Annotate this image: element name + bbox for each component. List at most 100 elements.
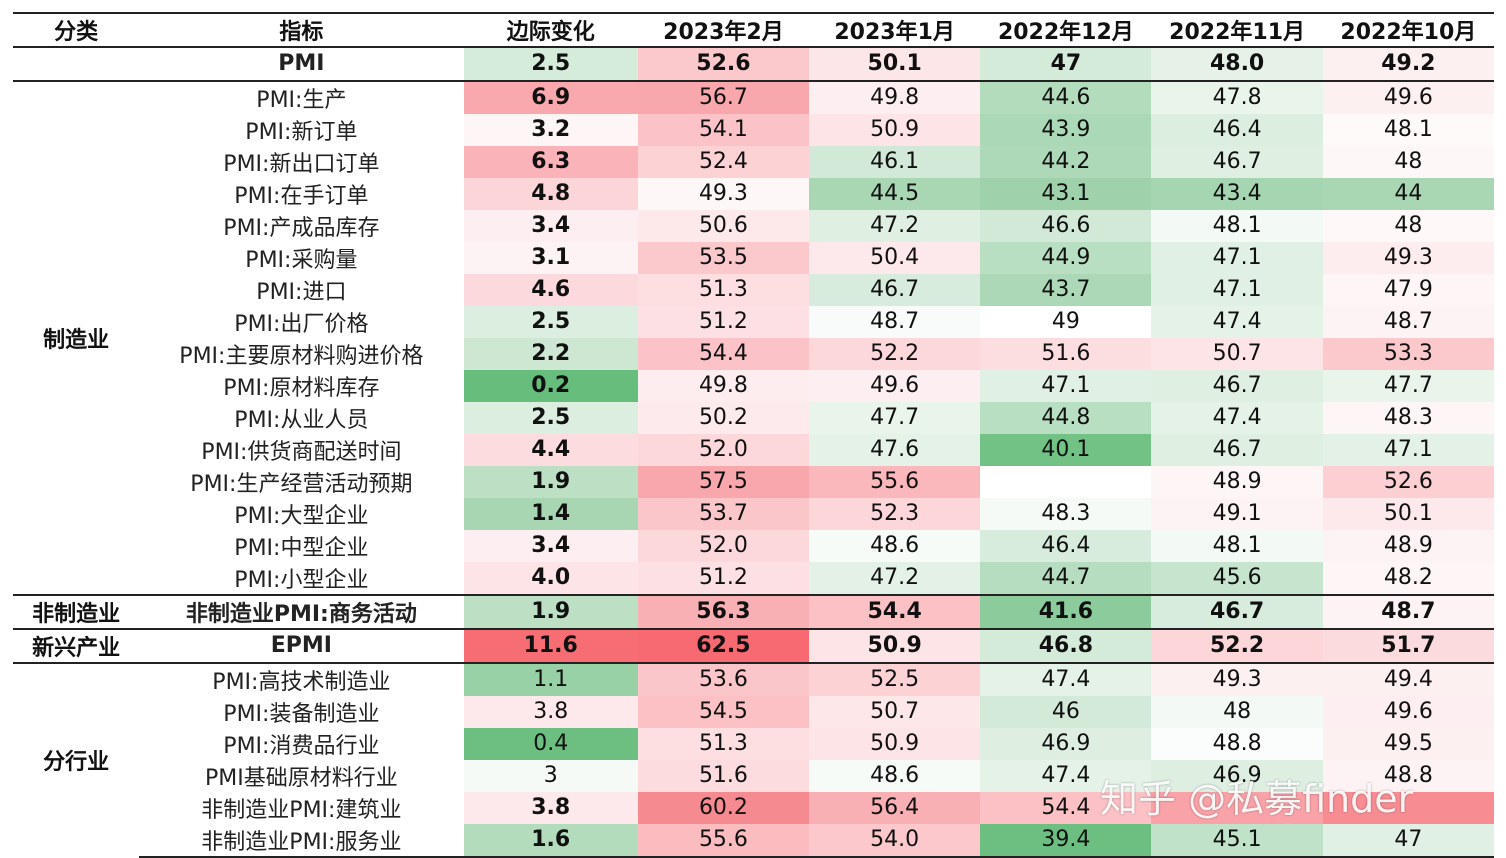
change-cell: 2.5 — [463, 47, 638, 81]
change-cell: 3.8 — [463, 695, 638, 728]
value-cell: 48.1 — [1151, 529, 1323, 562]
value-cell: 47 — [980, 47, 1152, 81]
value-cell: 60.2 — [637, 791, 810, 824]
table-row: PMI:从业人员 2.5 50.2 47.7 44.8 47.4 48.3 — [13, 401, 1494, 434]
change-cell: 3.4 — [463, 529, 638, 562]
table-row: PMI:原材料库存 0.2 49.8 49.6 47.1 46.7 47.7 — [13, 369, 1494, 402]
value-cell: 43.1 — [980, 177, 1152, 210]
value-cell: 48.3 — [1322, 401, 1494, 434]
value-cell: 54.0 — [809, 823, 981, 858]
indicator-cell: PMI:在手订单 — [234, 183, 369, 209]
table-row: PMI:出厂价格 2.5 51.2 48.7 49 47.4 48.7 — [13, 305, 1494, 338]
value-cell: 49.5 — [1322, 727, 1494, 760]
value-cell: 44.8 — [980, 401, 1152, 434]
value-cell: 50.1 — [809, 47, 981, 81]
change-cell: 4.0 — [463, 561, 638, 595]
value-cell: 47.7 — [809, 401, 981, 434]
value-cell: 52.0 — [637, 433, 810, 466]
change-cell: 1.9 — [463, 593, 638, 629]
value-cell: 49.4 — [1322, 661, 1494, 696]
change-cell: 2.5 — [463, 305, 638, 338]
value-cell: 48.9 — [1151, 465, 1323, 498]
value-cell: 52.6 — [637, 47, 810, 81]
value-cell: 47.6 — [809, 433, 981, 466]
value-cell: 43.7 — [980, 273, 1152, 306]
value-cell: 44.6 — [980, 79, 1152, 114]
change-cell: 3 — [463, 759, 638, 792]
value-cell: 48.8 — [1151, 727, 1323, 760]
header-month: 2022年11月 — [1151, 12, 1323, 48]
table-body: PMI 2.5 52.6 50.1 47 48.0 49.2 制造业 PMI:生产 6.9 56.7… — [13, 47, 1494, 858]
table-row: PMI:装备制造业 3.8 54.5 50.7 46 48 49.6 — [13, 695, 1494, 728]
table-row: 非制造业PMI:建筑业 3.8 60.2 56.4 54.4 — [13, 791, 1494, 824]
value-cell — [1322, 791, 1494, 824]
value-cell: 48.1 — [1322, 113, 1494, 146]
value-cell: 52.6 — [1322, 465, 1494, 498]
value-cell: 47.8 — [1151, 79, 1323, 114]
value-cell: 56.3 — [637, 593, 810, 629]
table-row: PMI:采购量 3.1 53.5 50.4 44.9 47.1 49.3 — [13, 241, 1494, 274]
value-cell — [1151, 791, 1323, 824]
value-cell: 52.0 — [637, 529, 810, 562]
indicator-cell: PMI:生产 — [139, 79, 464, 114]
indicator-cell: PMI:装备制造业 — [223, 701, 380, 727]
value-cell: 46.4 — [1151, 113, 1323, 146]
indicator-cell: PMI:供货商配送时间 — [201, 439, 402, 465]
value-cell: 51.7 — [1322, 627, 1494, 663]
value-cell: 50.6 — [637, 209, 810, 242]
table-row: PMI:进口 4.6 51.3 46.7 43.7 47.1 47.9 — [13, 273, 1494, 306]
value-cell: 47.2 — [809, 209, 981, 242]
change-cell: 6.9 — [463, 79, 638, 114]
value-cell: 49.3 — [1322, 241, 1494, 274]
value-cell: 46.7 — [1151, 433, 1323, 466]
value-cell: 48 — [1151, 695, 1323, 728]
value-cell: 40.1 — [980, 433, 1152, 466]
indicator-cell: PMI:原材料库存 — [223, 375, 380, 401]
indicator-cell: PMI:出厂价格 — [234, 311, 369, 337]
change-cell: 0.2 — [463, 369, 638, 402]
value-cell: 53.5 — [637, 241, 810, 274]
table-row: 分行业 PMI:高技术制造业 1.1 53.6 52.5 47.4 49.3 49.4 — [13, 661, 1494, 857]
value-cell: 50.2 — [637, 401, 810, 434]
value-cell: 47.9 — [1322, 273, 1494, 306]
value-cell: 47.4 — [980, 661, 1152, 696]
table-row: PMI:产成品库存 3.4 50.6 47.2 46.6 48.1 48 — [13, 209, 1494, 242]
value-cell: 46.8 — [980, 627, 1152, 663]
change-cell: 3.1 — [463, 241, 638, 274]
table-row: PMI:主要原材料购进价格 2.2 54.4 52.2 51.6 50.7 53.3 — [13, 337, 1494, 370]
value-cell: 46.9 — [1151, 759, 1323, 792]
value-cell: 48.8 — [1322, 759, 1494, 792]
value-cell: 54.4 — [637, 337, 810, 370]
table-row: PMI:中型企业 3.4 52.0 48.6 46.4 48.1 48.9 — [13, 529, 1494, 562]
value-cell: 43.4 — [1151, 177, 1323, 210]
value-cell: 47.1 — [1151, 273, 1323, 306]
change-cell: 2.2 — [463, 337, 638, 370]
table-row: 非制造业 非制造业PMI:商务活动 1.9 56.3 54.4 41.6 46.7 48.7 — [13, 593, 1494, 629]
value-cell: 46.1 — [809, 145, 981, 178]
value-cell: 44.9 — [980, 241, 1152, 274]
value-cell: 49.3 — [1151, 661, 1323, 696]
change-cell: 3.4 — [463, 209, 638, 242]
value-cell: 50.7 — [1151, 337, 1323, 370]
change-cell: 1.1 — [463, 661, 638, 696]
value-cell: 48.6 — [809, 759, 981, 792]
indicator-cell: PMI:新出口订单 — [223, 151, 380, 177]
value-cell: 46.7 — [1151, 145, 1323, 178]
value-cell: 50.9 — [809, 627, 981, 663]
category-cell: 制造业 — [13, 79, 140, 595]
pmi-table: 分类 指标 边际变化 2023年2月 2023年1月 2022年12月 2022… — [13, 12, 1494, 858]
value-cell: 47.4 — [1151, 305, 1323, 338]
value-cell: 56.4 — [809, 791, 981, 824]
value-cell — [980, 465, 1152, 498]
table-row: PMI 2.5 52.6 50.1 47 48.0 49.2 — [13, 47, 1494, 81]
value-cell: 46.7 — [1151, 369, 1323, 402]
header-month: 2022年12月 — [980, 12, 1152, 48]
indicator-cell: 非制造业PMI:商务活动 — [139, 593, 464, 629]
value-cell: 53.7 — [637, 497, 810, 530]
value-cell: 47.1 — [1151, 241, 1323, 274]
value-cell: 51.2 — [637, 561, 810, 595]
table-row: PMI:生产经营活动预期 1.9 57.5 55.6 48.9 52.6 — [13, 465, 1494, 498]
table-row: PMI:供货商配送时间 4.4 52.0 47.6 40.1 46.7 47.1 — [13, 433, 1494, 466]
value-cell: 48.7 — [1322, 305, 1494, 338]
value-cell: 48.2 — [1322, 561, 1494, 595]
